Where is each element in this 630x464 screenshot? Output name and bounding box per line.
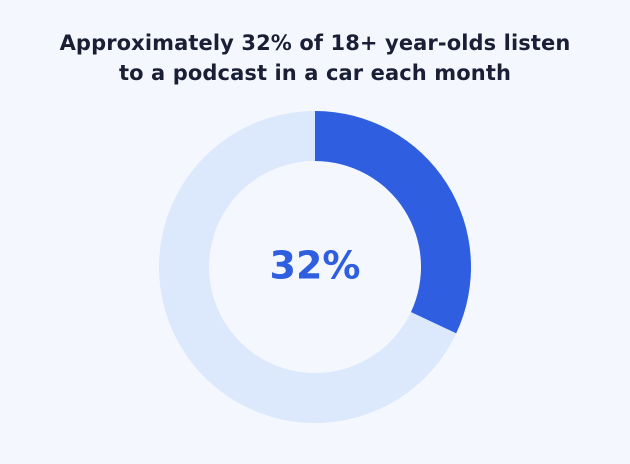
donut-slice-remainder xyxy=(159,111,457,423)
chart-title-line-1: Approximately 32% of 18+ year-olds liste… xyxy=(59,31,571,55)
donut-center-label: 32% xyxy=(270,244,361,288)
donut-slice-highlight xyxy=(315,111,471,334)
chart-title-line-2: to a podcast in a car each month xyxy=(118,61,512,85)
chart-title: Approximately 32% of 18+ year-olds liste… xyxy=(0,28,630,88)
donut-slices xyxy=(159,111,471,423)
